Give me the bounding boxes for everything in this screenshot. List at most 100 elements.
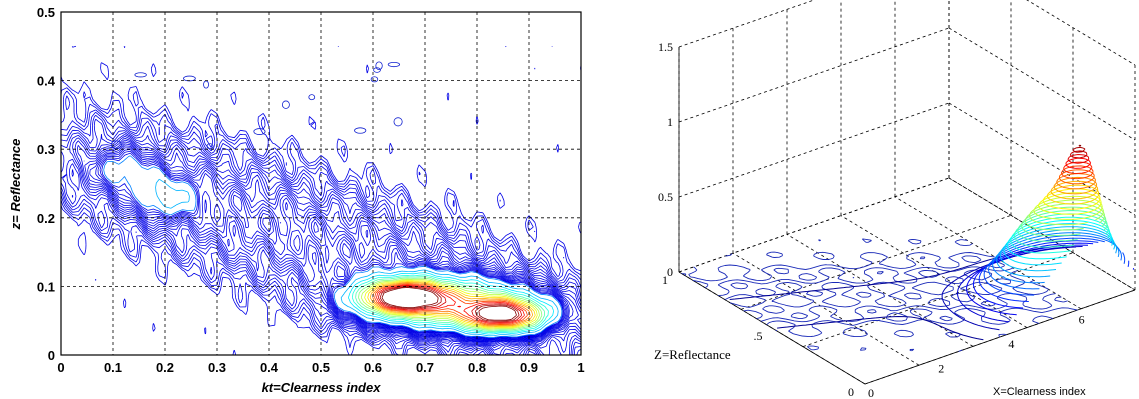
floor-contour (692, 255, 1077, 323)
y-tick-label: 0.2 (37, 211, 55, 226)
x-tick-label: 0.8 (468, 360, 486, 375)
contour-island (110, 140, 122, 149)
contour-line (155, 178, 559, 337)
x-ticks-3d: 0 2 4 6 (868, 313, 1085, 399)
y-axis-label-3d: Z=Reflectance (654, 347, 731, 362)
surface-contour (729, 244, 1066, 341)
surface-contour (1013, 213, 1109, 248)
z-tick-label-3d: 1 (667, 115, 673, 129)
grid-line-3d (948, 102, 1136, 216)
contour-line (358, 277, 543, 331)
contour-line (99, 150, 564, 340)
x-tick-label-3d: 4 (1008, 337, 1014, 351)
contour-line (77, 139, 574, 344)
y-tick-label: 0.1 (37, 279, 55, 294)
contour-island (373, 67, 381, 73)
surface-contour (992, 232, 1120, 284)
x-tick-label: 0.5 (312, 360, 330, 375)
x-tick-label-3d: 6 (1079, 313, 1085, 327)
grid-line-3d (864, 289, 1136, 385)
x-tick-label: 0.9 (520, 360, 538, 375)
floor-contour (681, 238, 1078, 352)
grid-line-3d (678, 0, 816, 48)
contour-line (60, 45, 582, 356)
y-tick-label: 0.5 (37, 5, 55, 20)
contour-line (352, 274, 549, 333)
floor-contours-3d (681, 238, 1078, 352)
contour-lines-2d (60, 45, 582, 356)
contour-line (367, 281, 536, 328)
contour-island (308, 94, 316, 101)
surface-contour (1078, 144, 1082, 147)
contour-island (393, 117, 403, 127)
contour-line (103, 155, 563, 338)
contour-island (134, 72, 147, 78)
surface-contour (1017, 210, 1108, 242)
x-ticks-2d: 0 0.1 0.2 0.3 0.4 0.5 0.6 0.7 0.8 0.9 1 (57, 360, 584, 375)
y-ticks-2d: 0 0.1 0.2 0.3 0.4 0.5 (37, 5, 56, 363)
x-tick-label: 0.3 (208, 360, 226, 375)
y-tick-label-3d: .5 (754, 329, 763, 343)
contour-line (361, 278, 540, 330)
y-tick-label-3d: 0 (848, 385, 854, 399)
contour-plot-2d: 0 0.1 0.2 0.3 0.4 0.5 0.6 0.7 0.8 0.9 1 0 0.1 0.2 0.3… (8, 5, 585, 395)
grid-line-3d (1026, 0, 1136, 66)
contour-line (74, 137, 582, 345)
surface-contour (956, 246, 1083, 323)
contour-line (379, 286, 520, 322)
contour-line (374, 283, 528, 325)
contour-line (372, 282, 531, 326)
surface-contour (1046, 184, 1100, 205)
z-tick-label-3d: 1.5 (658, 40, 673, 54)
contour-line (60, 111, 582, 356)
x-axis-label-3d: X=Clearness index (993, 386, 1086, 398)
grid-line-3d (948, 177, 1136, 291)
surface-contour (1060, 165, 1094, 180)
contour-line (97, 149, 566, 340)
contour-island (375, 61, 383, 71)
y-tick-label: 0.3 (37, 142, 55, 157)
grid-2d (61, 12, 581, 355)
y-ticks-3d: 0.51 (662, 273, 854, 399)
contour-line (101, 152, 564, 339)
x-tick-label: 0.6 (364, 360, 382, 375)
x-axis-label-2d: kt=Clearness index (262, 380, 382, 395)
contour-line (89, 145, 568, 341)
surface-contour (1069, 150, 1088, 159)
contour-island (370, 76, 379, 83)
contour-line (87, 143, 569, 342)
surface-contour (1072, 146, 1086, 153)
x-tick-label: 0.2 (156, 360, 174, 375)
contour-line (60, 133, 582, 349)
grid-line-3d (894, 196, 1082, 310)
grid-line-3d (678, 102, 950, 198)
z-tick-label-3d: 0.5 (658, 190, 673, 204)
z-ticks-3d: 0 0.5 1 1.5 (658, 40, 673, 279)
contour-line (95, 147, 567, 341)
x-tick-label: 0.4 (260, 360, 279, 375)
surface-contour (1021, 206, 1107, 237)
contour-line (83, 141, 570, 343)
contour-island (203, 80, 209, 89)
x-tick-label-3d: 0 (868, 386, 874, 399)
surface-contour (1038, 192, 1102, 215)
x-tick-label: 0.7 (416, 360, 434, 375)
surface-contour (999, 226, 1116, 272)
contour-island (354, 127, 367, 134)
contour-line (60, 118, 582, 351)
contour-line (60, 95, 582, 356)
grid-line-3d (678, 271, 866, 385)
surface-contour (1065, 157, 1092, 169)
contour-line (381, 287, 517, 321)
plot-frame-2d (60, 11, 582, 356)
x-tick-label: 1 (577, 360, 584, 375)
surface-contour (1058, 169, 1095, 185)
x-tick-label: 0.1 (104, 360, 122, 375)
contour-line (60, 114, 582, 356)
grid-line-3d (948, 27, 1136, 141)
grid-line-3d (678, 27, 950, 123)
contour-island (206, 143, 214, 150)
y-axis-label-2d: z= Reflectance (8, 139, 23, 231)
